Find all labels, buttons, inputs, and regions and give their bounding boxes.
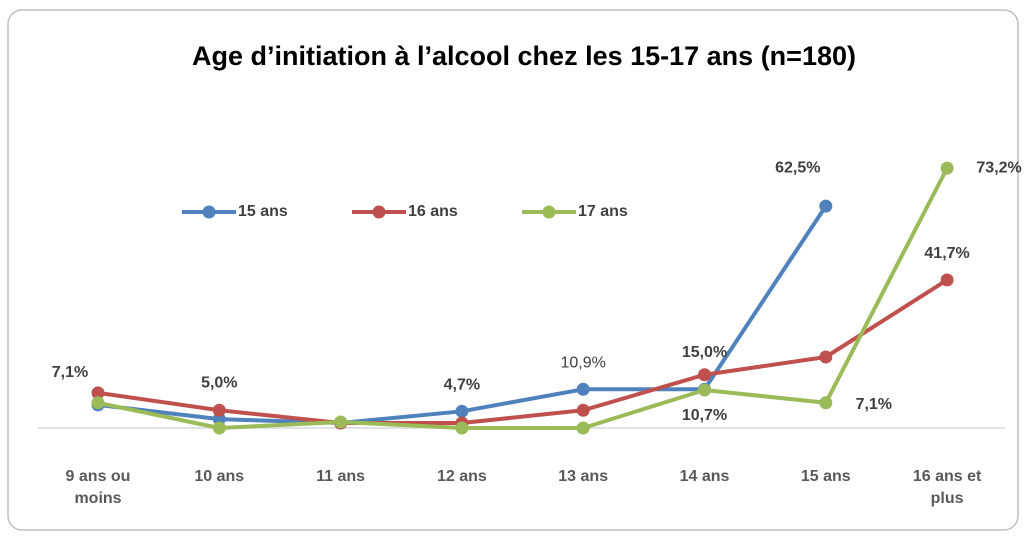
legend-label: 15 ans [238,203,288,220]
legend-marker [202,205,216,219]
data-point [455,404,469,418]
legend-label: 16 ans [408,203,458,220]
data-point [819,199,833,213]
data-point [334,415,348,429]
data-point [91,386,105,400]
x-tick-label: 15 ans [800,468,851,485]
legend-marker [372,205,386,219]
chart-frame [7,9,1019,531]
data-label: 7,1% [856,396,892,413]
data-point [576,403,590,417]
legend-marker [542,205,556,219]
chart-title: Age d’initiation à l’alcool chez les 15-… [192,41,856,71]
data-label: 62,5% [775,159,820,176]
x-tick-label: 11 ans [316,468,366,485]
data-label: 73,2% [976,159,1021,176]
data-point [819,396,833,410]
data-label: 15,0% [682,344,727,361]
data-point [576,382,590,396]
data-label: 4,7% [444,377,480,394]
x-tick-label: 16 ans et plus [912,468,982,507]
data-point [940,273,954,287]
data-label: 41,7% [924,245,969,262]
data-point [455,421,469,435]
data-point [212,421,226,435]
data-point [91,396,105,410]
data-point [698,383,711,397]
x-tick-label: 14 ans [679,468,730,485]
data-label: 5,0% [201,374,237,391]
x-tick-label: 12 ans [436,468,487,485]
legend-label: 17 ans [578,203,628,220]
data-point [212,403,226,417]
x-tick-label: 9 ans ou moins [65,468,131,507]
series-line [97,278,949,426]
data-point [698,368,711,382]
x-tick-label: 10 ans [194,468,245,485]
series-line [97,167,949,430]
data-point [576,421,590,435]
data-label: 10,7% [682,407,727,424]
x-tick-label: 13 ans [558,468,609,485]
data-label: 10,9% [561,355,606,372]
data-point [819,350,833,364]
data-label: 7,1% [52,364,88,381]
data-point [940,161,954,175]
